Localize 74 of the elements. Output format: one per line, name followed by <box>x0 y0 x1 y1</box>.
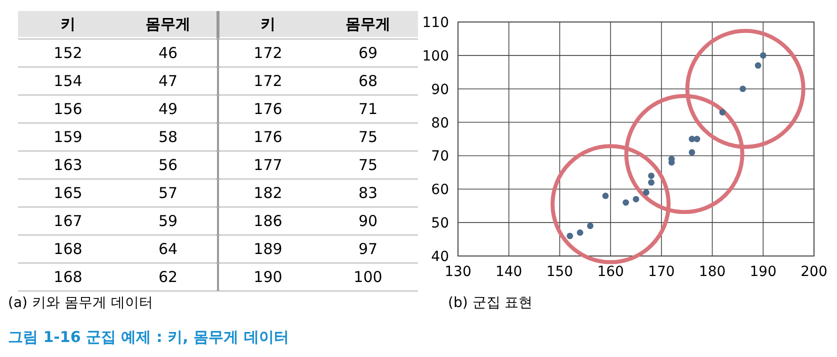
data-label: 172 <box>254 72 282 90</box>
y-tick-label: 100 <box>422 48 449 64</box>
data-label: 159 <box>54 128 82 146</box>
point <box>740 86 746 92</box>
y-tick-label: 70 <box>431 148 449 165</box>
x-tick-label: 키 <box>260 15 276 33</box>
y-tick-label: 90 <box>431 82 449 98</box>
x-tick-label: 150 <box>546 264 574 280</box>
data-label: 75 <box>358 128 378 146</box>
point <box>648 179 654 186</box>
data-label: 90 <box>358 212 378 230</box>
data-label: 69 <box>358 44 378 62</box>
x-tick-label: 160 <box>597 264 624 280</box>
point <box>642 189 650 196</box>
data-label: 154 <box>54 72 82 90</box>
point <box>622 199 630 206</box>
x-tick-label: 몸무게 <box>346 15 390 33</box>
data-label: 62 <box>158 268 178 286</box>
point <box>719 109 726 116</box>
x-tick-label: 200 <box>800 264 828 280</box>
point <box>688 149 696 156</box>
point <box>632 196 640 202</box>
caption: 그림 1-16 군집 예제 : 키, 몸무게 데이터 <box>8 328 289 346</box>
data-label: 165 <box>54 184 82 202</box>
point <box>694 136 700 142</box>
x-tick-label: 키 <box>60 15 76 33</box>
data-label: 168 <box>54 268 82 286</box>
x-tick-label: 몸무게 <box>146 15 190 33</box>
x-tick-label: 170 <box>648 264 675 280</box>
data-label: 64 <box>158 240 178 258</box>
data-label: 189 <box>254 240 282 258</box>
data-label: 83 <box>358 184 378 202</box>
data-label: 47 <box>158 72 178 90</box>
text: (b) 군집 표현 <box>448 295 533 311</box>
point <box>602 192 609 200</box>
data-label: 176 <box>254 100 282 118</box>
point <box>566 232 574 240</box>
data-label: 186 <box>254 212 282 230</box>
x-tick-label: 180 <box>698 264 726 280</box>
data-label: 156 <box>54 100 82 118</box>
data-label: 57 <box>158 184 178 202</box>
y-tick-label: 80 <box>431 115 449 132</box>
data-label: 152 <box>54 44 82 62</box>
data-label: 167 <box>54 212 82 230</box>
text: (a) 키와 몸무게 데이터 <box>8 295 153 311</box>
data-label: 182 <box>254 184 282 202</box>
point <box>648 172 654 179</box>
point <box>754 62 762 69</box>
data-label: 168 <box>54 240 82 258</box>
data-label: 172 <box>254 44 282 62</box>
data-label: 177 <box>254 156 282 174</box>
data-label: 68 <box>358 72 378 90</box>
data-label: 58 <box>158 128 178 146</box>
x-tick-label: 130 <box>444 264 472 280</box>
data-label: 100 <box>354 268 382 286</box>
data-label: 49 <box>158 100 178 118</box>
data-label: 59 <box>158 212 178 230</box>
point <box>668 159 675 166</box>
data-label: 163 <box>54 156 82 174</box>
y-tick-label: 40 <box>431 249 449 265</box>
x-tick-label: 190 <box>750 264 777 280</box>
y-tick-label: 50 <box>431 216 449 232</box>
y-tick-label: 60 <box>431 182 449 198</box>
point <box>760 52 766 59</box>
data-label: 46 <box>158 44 178 62</box>
data-label: 176 <box>254 128 282 146</box>
data-label: 97 <box>358 240 378 258</box>
data-label: 71 <box>358 100 378 118</box>
point <box>576 229 584 236</box>
point <box>587 222 594 230</box>
data-label: 75 <box>358 156 378 174</box>
x-tick-label: 140 <box>495 264 522 280</box>
data-label: 56 <box>158 156 178 174</box>
y-tick-label: 110 <box>422 15 449 31</box>
